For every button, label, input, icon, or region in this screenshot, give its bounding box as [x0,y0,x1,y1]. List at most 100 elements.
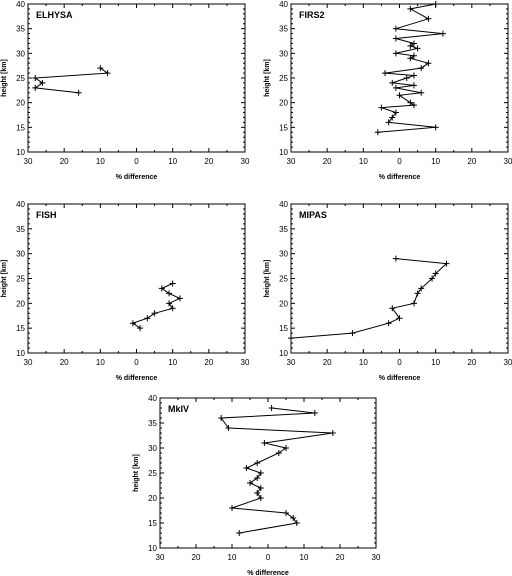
y-axis-label: height [km] [1,260,8,298]
data-point [378,104,385,111]
y-tick-label: 35 [279,25,288,34]
plot-frame [290,203,509,354]
data-point [166,300,173,307]
y-tick-label: 25 [148,469,157,478]
data-point [158,285,165,292]
y-tick-label: 30 [148,444,157,453]
data-point [169,305,176,312]
panel-title: MIPAS [299,210,327,220]
data-point [392,35,399,42]
y-tick-label: 10 [148,544,157,553]
x-tick-label: 30 [241,157,250,166]
data-point [385,119,392,126]
x-tick-label: 10 [96,157,105,166]
x-tick-label: 20 [60,157,69,166]
data-point [418,89,425,96]
y-tick-label: 40 [279,200,288,209]
data-point [414,290,421,297]
x-tick-label: 30 [504,157,512,166]
data-point [166,290,173,297]
y-tick-label: 10 [279,148,288,157]
data-point [268,405,275,411]
data-point [75,89,82,96]
y-tick-label: 15 [279,123,288,132]
data-point [432,270,439,277]
x-tick-label: 20 [336,553,345,562]
y-tick-label: 15 [16,324,25,333]
data-point [144,315,151,322]
data-point [329,430,336,436]
y-tick-label: 25 [16,275,25,284]
data-point [407,99,414,106]
data-point [257,495,264,501]
y-tick-label: 30 [16,49,25,58]
x-tick-label: 30 [241,358,250,367]
data-point [151,310,158,317]
data-point [410,52,417,59]
data-point [389,114,396,121]
y-tick-label: 10 [16,148,25,157]
data-point [32,84,39,91]
data-point [389,305,396,312]
data-point [293,520,300,526]
y-tick-label: 35 [279,225,288,234]
x-tick-label: 20 [60,358,69,367]
y-tick-label: 35 [148,419,157,428]
y-axis-label: height [km] [264,260,271,298]
y-tick-label: 30 [279,49,288,58]
x-tick-label: 20 [192,553,201,562]
data-point [169,280,176,287]
x-tick-label: 30 [24,358,33,367]
y-tick-label: 15 [279,324,288,333]
series-line [377,3,443,133]
x-tick-label: 10 [359,358,368,367]
y-tick-label: 20 [279,299,288,308]
x-tick-label: 30 [24,157,33,166]
x-axis-label: % difference [247,570,289,576]
data-point [275,450,282,456]
x-tick-label: 30 [504,358,512,367]
series-line [220,407,333,534]
data-point [392,50,399,57]
data-point [410,300,417,307]
y-tick-label: 30 [279,250,288,259]
x-tick-label: 20 [204,358,213,367]
x-tick-label: 20 [467,157,476,166]
y-tick-label: 40 [16,200,25,209]
data-point [418,285,425,292]
data-point [225,425,232,431]
plot-frame [290,3,509,153]
data-point [425,15,432,22]
data-point [407,5,414,12]
data-point [429,275,436,282]
x-tick-label: 10 [168,358,177,367]
x-tick-label: 20 [323,358,332,367]
y-tick-label: 25 [279,74,288,83]
x-tick-label: 10 [431,157,440,166]
panel-title: FISH [36,210,57,220]
y-tick-label: 40 [16,0,25,9]
data-point [425,60,432,67]
x-tick-label: 0 [397,358,402,367]
x-tick-label: 10 [168,157,177,166]
data-point [257,470,264,476]
y-tick-label: 40 [279,0,288,9]
y-tick-label: 20 [16,299,25,308]
panel-title: MkIV [168,404,189,414]
data-point [374,129,381,136]
y-tick-label: 40 [148,394,157,403]
data-point [261,440,268,446]
x-tick-label: 10 [359,157,368,166]
data-point [396,92,403,99]
x-tick-label: 0 [134,157,139,166]
x-tick-label: 0 [134,358,139,367]
data-point [407,42,414,49]
data-point [283,445,289,451]
data-point [410,72,417,79]
data-point [32,75,39,81]
data-point [218,415,225,421]
data-point [385,320,392,327]
data-point [229,505,235,511]
